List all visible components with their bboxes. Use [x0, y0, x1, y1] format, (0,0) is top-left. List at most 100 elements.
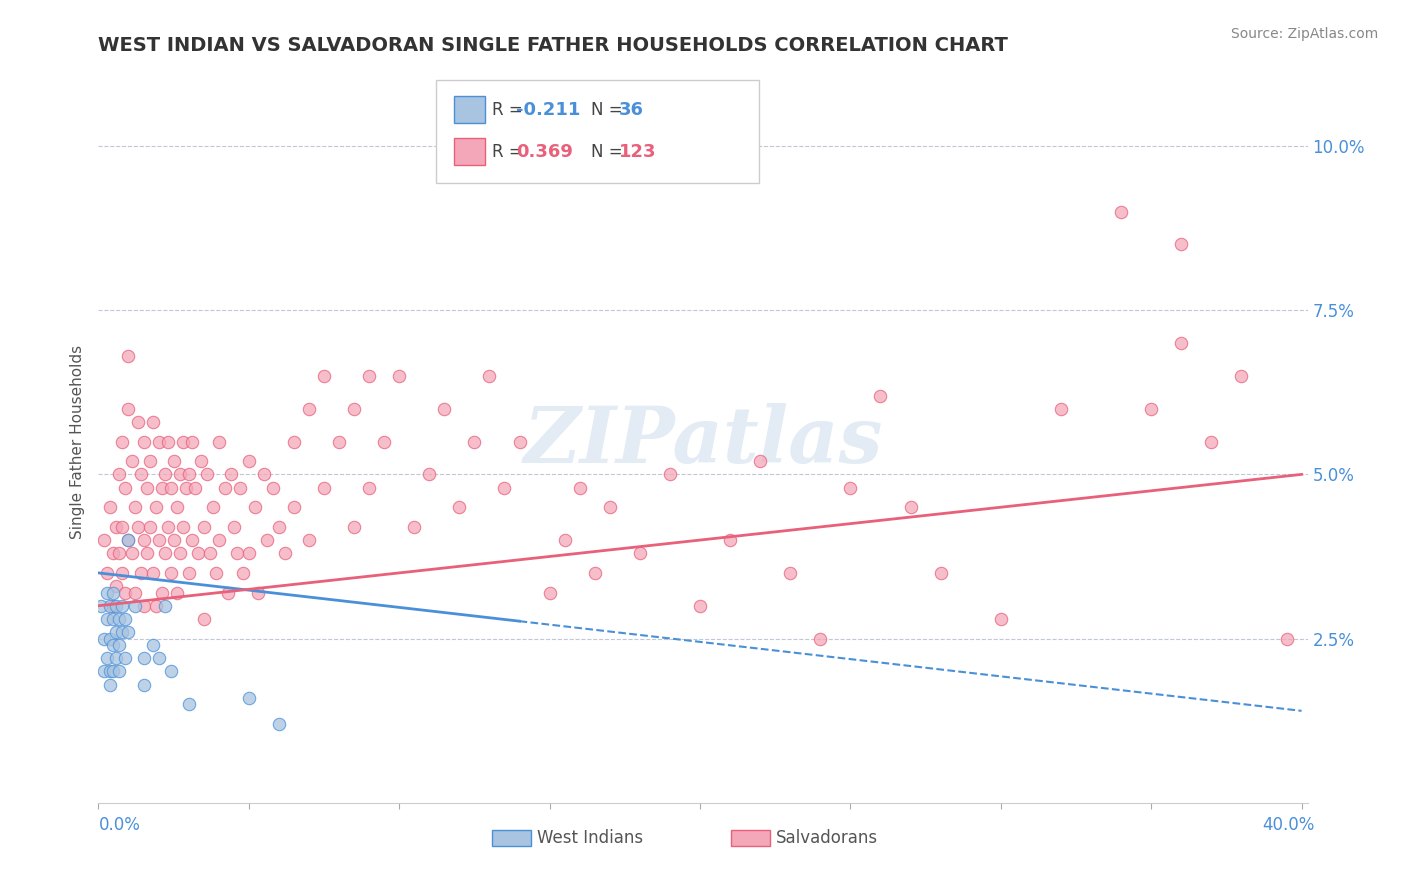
Point [159, 481, 181, 495]
Point [256, 533, 278, 547]
Point [373, 434, 395, 449]
Point [156, 434, 179, 449]
Point [132, 434, 155, 449]
Point [283, 434, 305, 449]
Point [214, 481, 236, 495]
Point [990, 612, 1012, 626]
Point [174, 481, 197, 495]
Point [145, 500, 167, 515]
Point [689, 599, 711, 613]
Point [172, 520, 194, 534]
Point [222, 520, 245, 534]
Point [142, 415, 165, 429]
Point [232, 566, 254, 580]
Point [153, 546, 176, 560]
Point [105, 599, 128, 613]
Point [929, 566, 952, 580]
Text: R =: R = [492, 143, 529, 161]
Point [554, 533, 576, 547]
Text: 0.0%: 0.0% [98, 816, 141, 834]
Point [225, 546, 247, 560]
Point [201, 500, 224, 515]
Point [1170, 336, 1192, 351]
Point [103, 599, 125, 613]
Point [132, 599, 155, 613]
Point [312, 368, 335, 383]
Text: 36: 36 [619, 101, 644, 119]
Point [177, 467, 200, 482]
Point [359, 368, 381, 383]
Point [105, 579, 128, 593]
Point [114, 585, 136, 599]
Point [183, 481, 205, 495]
Point [117, 625, 139, 640]
Point [180, 434, 202, 449]
Point [111, 625, 134, 640]
Point [103, 546, 125, 560]
Point [105, 651, 128, 665]
Point [142, 638, 165, 652]
Point [148, 434, 170, 449]
Point [90, 599, 112, 613]
Point [93, 665, 115, 679]
Point [114, 481, 136, 495]
Point [193, 612, 215, 626]
Text: West Indians: West Indians [537, 829, 643, 847]
Point [238, 690, 260, 705]
Point [246, 585, 269, 599]
Point [142, 566, 165, 580]
Point [162, 533, 184, 547]
Point [111, 520, 134, 534]
Point [114, 612, 136, 626]
Point [238, 454, 260, 468]
Point [1170, 237, 1192, 252]
Point [267, 717, 290, 731]
Point [100, 599, 122, 613]
Point [100, 677, 122, 691]
Point [312, 481, 335, 495]
Point [869, 388, 891, 402]
Point [1275, 632, 1298, 646]
Point [111, 434, 134, 449]
Point [156, 520, 179, 534]
Point [418, 467, 440, 482]
Point [900, 500, 922, 515]
Point [150, 481, 173, 495]
Point [1050, 401, 1073, 416]
Point [127, 520, 149, 534]
Point [166, 500, 188, 515]
Point [96, 566, 118, 580]
Point [124, 599, 146, 613]
Point [298, 401, 321, 416]
Point [111, 566, 134, 580]
Text: 40.0%: 40.0% [1263, 816, 1315, 834]
Point [628, 546, 651, 560]
Point [198, 546, 221, 560]
Y-axis label: Single Father Households: Single Father Households [69, 344, 84, 539]
Point [103, 612, 125, 626]
Point [150, 585, 173, 599]
Point [162, 454, 184, 468]
Point [108, 612, 131, 626]
Point [180, 533, 202, 547]
Point [96, 585, 118, 599]
Point [253, 467, 276, 482]
Point [100, 500, 122, 515]
Text: -0.211: -0.211 [516, 101, 581, 119]
Point [117, 533, 139, 547]
Point [749, 454, 772, 468]
Point [238, 546, 260, 560]
Point [148, 533, 170, 547]
Point [132, 651, 155, 665]
Text: Salvadorans: Salvadorans [776, 829, 879, 847]
Text: N =: N = [591, 101, 627, 119]
Point [129, 467, 152, 482]
Point [117, 401, 139, 416]
Point [96, 651, 118, 665]
Point [153, 467, 176, 482]
Point [159, 566, 181, 580]
Point [124, 500, 146, 515]
Point [111, 599, 134, 613]
Point [583, 566, 606, 580]
Point [159, 665, 181, 679]
